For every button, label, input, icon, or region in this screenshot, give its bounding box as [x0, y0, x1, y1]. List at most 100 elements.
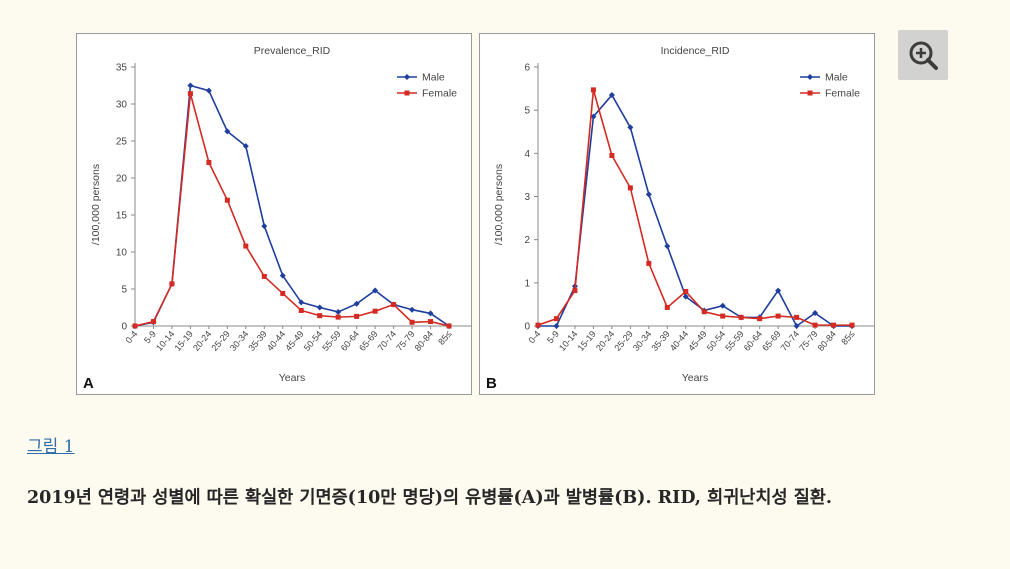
- data-point-female: [169, 281, 175, 287]
- data-point-male: [427, 310, 434, 317]
- legend-marker: [404, 90, 410, 96]
- series-line-male: [538, 93, 852, 328]
- y-axis-label: /100,000 persons: [90, 164, 102, 245]
- series-line-female: [134, 93, 450, 327]
- y-tick-label: 4: [524, 149, 530, 160]
- data-point-female: [683, 288, 689, 294]
- x-tick-label: 85≤: [436, 329, 453, 347]
- x-tick-label: 20-24: [191, 329, 213, 353]
- x-tick-label: 15-19: [575, 329, 597, 353]
- y-tick-label: 20: [116, 174, 128, 185]
- data-point-female: [391, 302, 397, 308]
- data-point-female: [701, 309, 707, 315]
- x-tick-label: 70-74: [779, 329, 801, 353]
- chart-panel-a: Prevalence_RID 0 5 10 15 20 25 30 35 0-4 5-9 10-14 1…: [76, 33, 472, 395]
- x-tick-label: 75-79: [394, 329, 416, 353]
- x-tick-label: 15-19: [172, 329, 194, 353]
- data-point-female: [224, 197, 230, 203]
- data-point-female: [206, 159, 212, 165]
- data-point-female: [738, 314, 744, 320]
- data-point-female: [298, 307, 304, 313]
- zoom-button[interactable]: [898, 30, 948, 80]
- x-tick-label: 65-69: [760, 329, 782, 353]
- x-axis-label: Years: [682, 372, 708, 384]
- data-point-male: [812, 310, 819, 317]
- y-tick-label: 5: [121, 285, 127, 296]
- data-point-female: [831, 322, 837, 328]
- y-axis-label: /100,000 persons: [493, 164, 505, 245]
- data-point-female: [335, 314, 341, 320]
- x-tick-label: 35-39: [246, 329, 268, 353]
- x-tick-label: 75-79: [797, 329, 819, 353]
- data-point-male: [316, 304, 323, 311]
- legend-label: Female: [422, 88, 457, 100]
- x-tick-label: 5-9: [142, 329, 158, 345]
- data-point-female: [553, 316, 559, 322]
- data-point-female: [150, 319, 156, 325]
- data-point-female: [409, 319, 415, 325]
- x-tick-label: 20-24: [594, 329, 616, 353]
- legend-marker: [404, 74, 410, 80]
- data-point-male: [608, 92, 615, 99]
- x-tick-label: 70-74: [376, 329, 398, 353]
- data-point-female: [794, 314, 800, 320]
- data-point-female: [535, 322, 541, 328]
- chart-title: Incidence_RID: [661, 45, 730, 57]
- data-point-male: [242, 143, 249, 150]
- y-tick-label: 5: [524, 106, 530, 117]
- x-tick-label: 45-49: [283, 329, 305, 353]
- data-point-female: [446, 323, 452, 329]
- figure-link[interactable]: 그림 1: [27, 437, 75, 457]
- data-point-male: [664, 243, 671, 250]
- x-tick-label: 65-69: [357, 329, 379, 353]
- data-point-female: [280, 290, 286, 296]
- x-tick-label: 35-39: [649, 329, 671, 353]
- data-point-female: [609, 152, 615, 158]
- data-point-female: [590, 87, 596, 93]
- data-point-male: [224, 128, 231, 135]
- x-tick-label: 50-54: [705, 329, 727, 353]
- data-point-male: [682, 293, 689, 300]
- y-tick-label: 30: [116, 100, 128, 111]
- y-tick-label: 10: [116, 248, 128, 259]
- data-point-male: [645, 191, 652, 198]
- data-point-male: [775, 287, 782, 294]
- data-point-male: [553, 323, 560, 329]
- data-point-female: [646, 260, 652, 266]
- data-point-female: [372, 308, 378, 314]
- y-tick-label: 15: [116, 211, 128, 222]
- data-point-male: [372, 287, 379, 294]
- x-tick-label: 30-34: [631, 329, 653, 353]
- data-point-female: [812, 322, 818, 328]
- series-line-female: [537, 89, 852, 326]
- x-tick-label: 80-84: [413, 329, 435, 353]
- x-tick-label: 40-44: [668, 329, 690, 353]
- data-point-female: [572, 288, 578, 294]
- data-point-male: [353, 300, 360, 307]
- x-tick-label: 25-29: [612, 329, 634, 353]
- legend-marker: [807, 90, 813, 96]
- data-point-male: [409, 306, 416, 313]
- series-line-male: [134, 84, 450, 327]
- data-point-female: [243, 243, 249, 249]
- data-point-female: [849, 322, 855, 328]
- y-tick-label: 1: [524, 278, 530, 289]
- figure-caption: 2019년 연령과 성별에 따른 확실한 기면증(10만 명당)의 유병률(A)…: [27, 488, 832, 508]
- panel-label: A: [83, 375, 94, 392]
- x-tick-label: 25-29: [209, 329, 231, 353]
- data-point-male: [187, 82, 194, 89]
- data-point-female: [720, 313, 726, 319]
- data-point-female: [757, 316, 763, 322]
- data-point-female: [627, 185, 633, 191]
- data-point-male: [793, 323, 800, 329]
- data-point-female: [354, 313, 360, 319]
- x-tick-label: 55-59: [723, 329, 745, 353]
- data-point-male: [205, 87, 212, 94]
- y-tick-label: 25: [116, 137, 128, 148]
- data-point-male: [279, 272, 286, 279]
- chart-title: Prevalence_RID: [254, 45, 331, 57]
- data-point-female: [187, 91, 193, 97]
- y-tick-label: 0: [121, 322, 127, 333]
